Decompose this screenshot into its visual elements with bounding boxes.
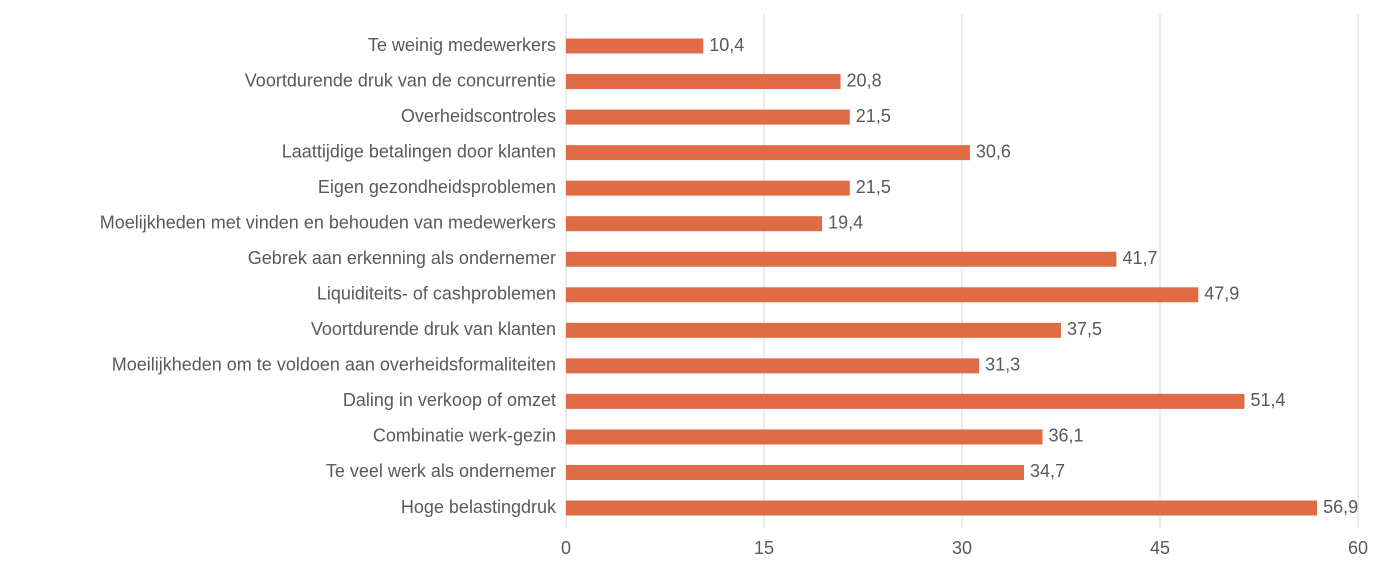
data-label: 37,5 (1067, 319, 1102, 339)
category-label: Moeilijkheden om te voldoen aan overheid… (112, 355, 556, 375)
bar (566, 109, 850, 125)
bar (566, 464, 1025, 480)
data-label: 20,8 (847, 70, 882, 90)
category-label: Liquiditeits- of cashproblemen (317, 284, 556, 304)
bar (566, 145, 970, 161)
data-label: 10,4 (709, 35, 744, 55)
category-label: Combinatie werk-gezin (373, 426, 556, 446)
bar (566, 216, 823, 232)
x-tick-label: 45 (1150, 538, 1170, 558)
bar (566, 74, 841, 90)
x-tick-label: 60 (1348, 538, 1368, 558)
bar (566, 251, 1117, 267)
data-label: 56,9 (1323, 497, 1358, 517)
data-label: 21,5 (856, 106, 891, 126)
bar (566, 322, 1061, 338)
category-label: Te weinig medewerkers (368, 35, 556, 55)
category-label: Voortdurende druk van klanten (311, 319, 556, 339)
data-label: 19,4 (828, 212, 863, 232)
bar (566, 429, 1043, 445)
bar (566, 38, 704, 54)
x-tick-label: 30 (952, 538, 972, 558)
data-label: 30,6 (976, 141, 1011, 161)
category-label: Gebrek aan erkenning als ondernemer (248, 248, 556, 268)
data-label: 31,3 (985, 355, 1020, 375)
x-tick-label: 15 (754, 538, 774, 558)
bar (566, 358, 980, 374)
data-label: 36,1 (1049, 426, 1084, 446)
category-label: Hoge belastingdruk (401, 497, 557, 517)
category-label: Overheidscontroles (401, 106, 556, 126)
category-label: Eigen gezondheidsproblemen (318, 177, 556, 197)
data-label: 51,4 (1250, 390, 1285, 410)
category-label: Daling in verkoop of omzet (343, 390, 556, 410)
category-label: Te veel werk als ondernemer (326, 461, 556, 481)
bar (566, 393, 1245, 409)
bar (566, 287, 1199, 303)
x-tick-label: 0 (561, 538, 571, 558)
bar (566, 500, 1318, 516)
category-label: Laattijdige betalingen door klanten (282, 141, 556, 161)
category-label: Voortdurende druk van de concurrentie (245, 70, 556, 90)
data-label: 47,9 (1204, 284, 1239, 304)
category-label: Moelijkheden met vinden en behouden van … (100, 212, 556, 232)
bar (566, 180, 850, 196)
data-label: 41,7 (1122, 248, 1157, 268)
data-label: 21,5 (856, 177, 891, 197)
data-label: 34,7 (1030, 461, 1065, 481)
